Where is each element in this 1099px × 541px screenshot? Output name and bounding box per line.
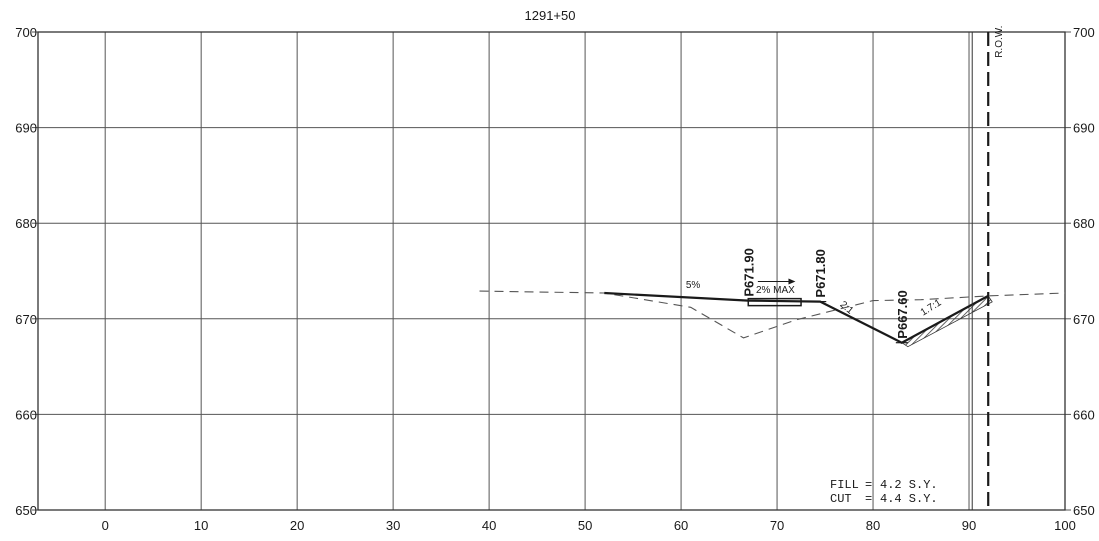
y-axis-left-tick-labels: 700 690 680 670 660 650 <box>15 25 37 518</box>
x-tick-label: 40 <box>482 518 496 533</box>
x-tick-label: 30 <box>386 518 400 533</box>
cut-label: CUT <box>830 492 852 506</box>
cut-equals: = <box>865 492 872 506</box>
plot-frame <box>37 31 1066 511</box>
quantities-block: FILL = 4.2 S.Y. CUT = 4.4 S.Y. <box>830 478 938 506</box>
y-tick-label-left: 660 <box>15 407 37 422</box>
x-tick-label: 90 <box>962 518 976 533</box>
right-of-way-label: R.O.W. <box>994 26 1005 58</box>
y-tick-label-left: 650 <box>15 503 37 518</box>
riprap-hatch <box>901 295 993 348</box>
x-tick-label: 10 <box>194 518 208 533</box>
x-tick-label: 60 <box>674 518 688 533</box>
slope-arrowhead <box>788 278 796 285</box>
pavement-box <box>747 297 802 307</box>
y-tick-label-right: 670 <box>1073 312 1095 327</box>
point-elevation-label: P671.90 <box>741 248 756 296</box>
slope-2-to-1-label: 2:1 <box>838 299 856 317</box>
x-tick-label: 80 <box>866 518 880 533</box>
x-tick-label: 70 <box>770 518 784 533</box>
y-tick-label-right: 680 <box>1073 216 1095 231</box>
slope-1-7-to-1-label: 1.7:1 <box>919 297 944 318</box>
x-tick-label: 20 <box>290 518 304 533</box>
y-tick-label-left: 680 <box>15 216 37 231</box>
fill-equals: = <box>865 478 872 492</box>
point-labels: P671.90 P671.80 P667.60 <box>741 248 910 344</box>
cut-value: 4.4 S.Y. <box>880 492 938 506</box>
vertical-gridlines <box>104 32 1066 510</box>
proposed-section-line <box>604 291 989 344</box>
y-tick-label-right: 700 <box>1073 25 1095 40</box>
x-axis-tick-labels: 0 10 20 30 40 50 60 70 80 90 100 <box>102 518 1076 533</box>
y-tick-label-left: 690 <box>15 121 37 136</box>
y-tick-label-right: 690 <box>1073 121 1095 136</box>
point-elevation-label: P671.80 <box>813 249 828 297</box>
horizontal-gridlines <box>32 31 1071 511</box>
fill-value: 4.2 S.Y. <box>880 478 938 492</box>
slope-2-percent-max-label: 2% MAX <box>756 285 795 296</box>
y-tick-label-left: 670 <box>15 312 37 327</box>
y-tick-label-right: 660 <box>1073 407 1095 422</box>
x-tick-label: 100 <box>1054 518 1076 533</box>
section-station-title: 1291+50 <box>525 8 576 23</box>
fill-label: FILL <box>830 478 859 492</box>
x-tick-label: 50 <box>578 518 592 533</box>
existing-ground-line <box>479 290 1066 339</box>
point-elevation-label: P667.60 <box>895 290 910 338</box>
y-tick-label-left: 700 <box>15 25 37 40</box>
y-axis-right-tick-labels: 700 690 680 670 660 650 <box>1073 25 1095 518</box>
slope-5-percent-label: 5% <box>686 280 701 291</box>
x-tick-label: 0 <box>102 518 109 533</box>
y-tick-label-right: 650 <box>1073 503 1095 518</box>
